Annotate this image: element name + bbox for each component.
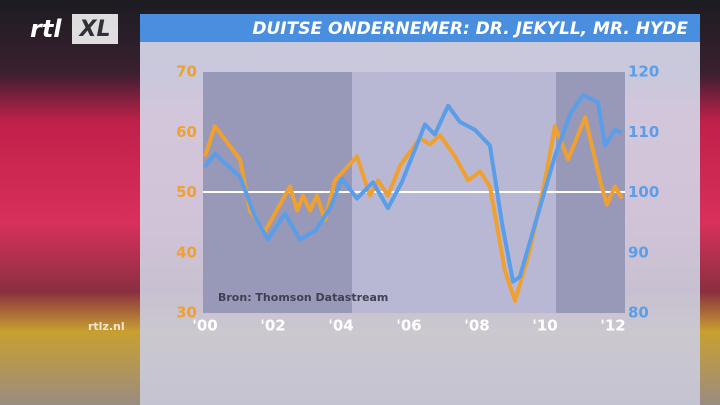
plot: 30 40 50 60 70 80 90 100 110 120 '00 '02 '04 '06 '08 '1…	[176, 63, 659, 335]
y2-tick-label: 120	[628, 63, 659, 81]
y-tick-label: 30	[176, 304, 197, 322]
chart-title: DUITSE ONDERNEMER: DR. JEKYLL, MR. HYDE	[252, 19, 688, 39]
logo-brand: rtl	[30, 15, 62, 43]
y2-tick-label: 80	[628, 304, 649, 322]
logo-box	[72, 14, 118, 44]
y-tick-label: 70	[176, 63, 197, 81]
logo-product: XL	[78, 17, 111, 42]
x-tick-label: '04	[328, 317, 353, 335]
source: Bron: Thomson Datastream	[218, 291, 388, 304]
y2-tick-label: 100	[628, 183, 659, 201]
y-tick-label: 50	[176, 183, 197, 201]
title-bar	[140, 14, 700, 42]
y-tick-label: 60	[176, 123, 197, 141]
site-label: rtlz.nl	[88, 320, 125, 333]
series-line	[203, 92, 623, 284]
y2-tick-label: 110	[628, 123, 659, 141]
x-tick-label: '10	[532, 317, 557, 335]
x-tick-label: '08	[464, 317, 489, 335]
x-tick-label: '12	[600, 317, 625, 335]
x-tick-label: '00	[192, 317, 217, 335]
y2-tick-label: 90	[628, 243, 649, 261]
y-tick-label: 40	[176, 243, 197, 261]
x-tick-label: '02	[260, 317, 285, 335]
x-tick-label: '06	[396, 317, 421, 335]
